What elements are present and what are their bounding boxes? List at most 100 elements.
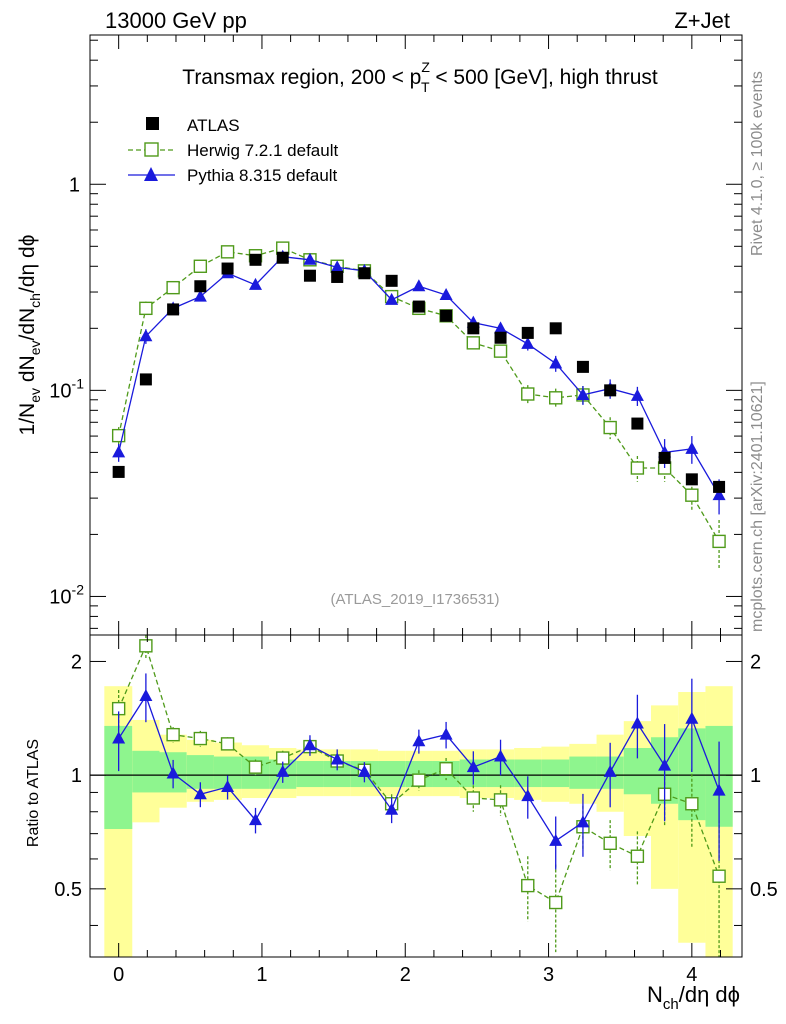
series-line — [118, 247, 720, 542]
herwig-point — [685, 488, 699, 502]
ratio-point-herwig — [493, 793, 508, 807]
ratio-point-pythia — [549, 833, 563, 846]
ratio-point-herwig — [439, 762, 453, 776]
ratio-point-herwig — [466, 791, 481, 805]
pythia-point — [712, 488, 726, 501]
herwig-point — [549, 391, 563, 405]
ratio-point-herwig — [220, 737, 235, 751]
ratio-point-herwig — [193, 731, 208, 746]
ylabel-d: /dη dϕ — [16, 235, 39, 293]
atlas-point — [412, 300, 425, 313]
pythia-point — [549, 356, 563, 369]
pythia-point — [439, 288, 453, 301]
side-label-mcplots: mcplots.cern.ch [arXiv:2401.10621] — [749, 381, 766, 632]
atlas-point — [467, 322, 480, 335]
pythia-point — [576, 387, 590, 400]
ratio-y-tick-label-right: 1 — [750, 765, 761, 787]
stat-band-inner — [569, 756, 597, 789]
x-tick-label: 0 — [113, 964, 124, 986]
atlas-point — [112, 465, 125, 478]
pythia-point — [521, 336, 535, 349]
ratio-y-tick-label: 2 — [71, 651, 82, 673]
pythia-point — [330, 260, 344, 273]
ratio-y-tick-label-right: 0.5 — [750, 879, 778, 901]
ratio-point-herwig — [521, 878, 535, 893]
x-tick-label: 1 — [256, 964, 267, 986]
legend-marker-pythia — [144, 167, 158, 181]
pythia-point — [685, 441, 699, 454]
ratio-point-pythia — [439, 727, 453, 740]
xlabel-post: /dη dϕ — [679, 982, 740, 1007]
ylabel-c: /dN — [16, 308, 39, 341]
atlas-point — [167, 303, 180, 316]
main-title: Transmax region, 200 < pZ T < 500 [GeV], … — [182, 59, 658, 95]
ratio-y-tick-label: 1 — [71, 765, 82, 787]
title-pre: Transmax region, 200 < p — [182, 66, 421, 89]
ratio-panel: 0 1 2 3 4 0.5 0.5 1 1 2 2 Ratio to ATLAS Nch/dη dϕ — [25, 634, 778, 1013]
ratio-frame — [89, 634, 743, 958]
ratio-point-pythia — [576, 815, 590, 828]
herwig-point — [630, 461, 645, 475]
pythia-point — [385, 292, 399, 305]
pythia-point — [412, 279, 426, 292]
side-label-rivet: Rivet 4.1.0, ≥ 100k events — [749, 71, 766, 256]
xlabel-sub: ch — [663, 996, 679, 1013]
title-sub: T — [421, 79, 430, 95]
pythia-point — [139, 329, 153, 342]
ratio-point-pythia — [112, 731, 126, 744]
ratio-series-pythia — [112, 673, 726, 870]
legend-marker-atlas — [146, 117, 159, 130]
ylabel-a: 1/N — [16, 403, 39, 436]
stat-band-inner — [132, 750, 160, 793]
herwig-point — [712, 534, 726, 549]
ratio-point-pythia — [330, 752, 344, 765]
x-tick-label: 4 — [686, 964, 697, 986]
atlas-point — [331, 270, 344, 283]
ratio-point-pythia — [139, 689, 153, 702]
ratio-point-pythia — [712, 783, 726, 796]
ratio-point-herwig — [685, 797, 699, 811]
herwig-point — [139, 301, 153, 316]
ylabel-sub-ch: ch — [27, 293, 43, 308]
header-right: Z+Jet — [674, 8, 730, 33]
ratio-point-herwig — [603, 836, 617, 851]
stat-band-inner — [378, 761, 406, 788]
atlas-point — [604, 384, 617, 397]
ratio-xlabel: Nch/dη dϕ — [647, 982, 740, 1013]
ratio-point-pythia — [658, 758, 672, 771]
legend-label-herwig: Herwig 7.2.1 default — [187, 141, 338, 160]
herwig-point — [603, 420, 617, 435]
atlas-point — [358, 267, 371, 280]
atlas-point — [549, 322, 562, 335]
herwig-point — [166, 280, 180, 295]
atlas-point — [276, 251, 289, 264]
ratio-point-pythia — [630, 716, 644, 729]
xlabel-pre: N — [647, 982, 663, 1007]
ratio-point-pythia — [603, 764, 617, 777]
ratio-point-herwig — [248, 760, 263, 774]
y-tick-base: 10 — [49, 586, 71, 608]
ratio-point-pythia — [685, 711, 699, 724]
ratio-point-pythia — [521, 789, 535, 802]
ratio-y-tick-label: 0.5 — [54, 879, 82, 901]
series-line — [118, 256, 720, 496]
atlas-point — [713, 480, 726, 493]
title-post: < 500 [GeV], high thrust — [430, 66, 658, 89]
atlas-point — [685, 473, 698, 486]
title-sup: Z — [421, 59, 430, 75]
ylabel-b: dN — [16, 355, 39, 388]
ratio-point-pythia — [221, 780, 235, 793]
series-atlas — [112, 251, 726, 493]
header-left: 13000 GeV pp — [105, 8, 247, 33]
ratio-point-pythia — [494, 749, 508, 762]
atlas-point — [249, 253, 262, 266]
analysis-watermark: (ATLAS_2019_I1736531) — [330, 591, 499, 608]
main-panel: Transmax region, 200 < pZ T < 500 [GeV], … — [16, 34, 743, 636]
stat-band-inner — [296, 761, 324, 788]
pythia-point — [630, 388, 644, 401]
atlas-point — [303, 269, 316, 282]
y-tick-label: 10-1 — [49, 375, 84, 402]
atlas-point — [521, 326, 534, 339]
atlas-point — [194, 280, 207, 293]
